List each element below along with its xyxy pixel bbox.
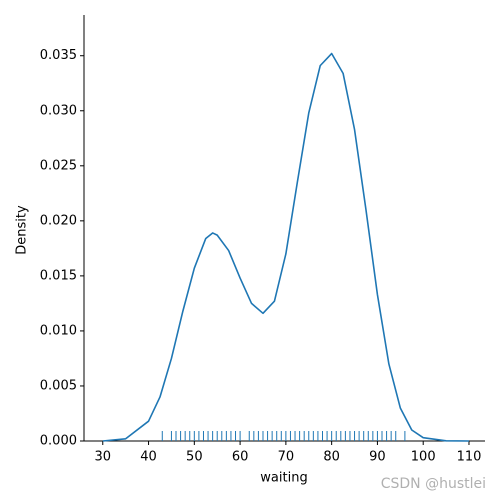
x-tick-label: 90: [369, 450, 386, 465]
x-axis-label: waiting: [260, 471, 307, 486]
x-tick-label: 100: [411, 450, 436, 465]
x-tick-label: 40: [140, 450, 157, 465]
y-tick-label: 0.005: [40, 378, 77, 393]
density-line: [102, 52, 469, 442]
y-tick-label: 0.015: [40, 268, 77, 283]
y-tick-label: 0.030: [40, 103, 77, 118]
x-tick-label: 110: [457, 450, 482, 465]
x-tick-label: 60: [232, 450, 249, 465]
y-tick-label: 0.000: [40, 434, 77, 449]
y-tick-label: 0.020: [40, 213, 77, 228]
y-tick-label: 0.010: [40, 323, 77, 338]
watermark: CSDN @hustlei: [381, 476, 486, 492]
x-tick-label: 80: [323, 450, 340, 465]
y-tick-label: 0.035: [40, 48, 77, 63]
x-tick-label: 30: [94, 450, 111, 465]
x-tick-label: 50: [186, 450, 203, 465]
x-tick-label: 70: [278, 450, 295, 465]
y-tick-label: 0.025: [40, 158, 77, 173]
y-axis-label: Density: [15, 205, 30, 255]
